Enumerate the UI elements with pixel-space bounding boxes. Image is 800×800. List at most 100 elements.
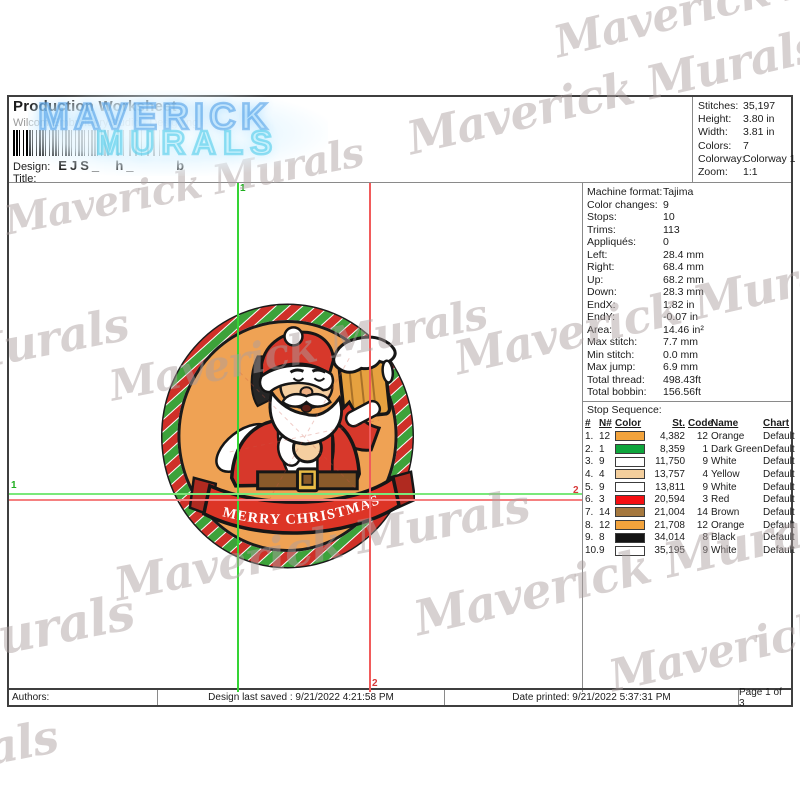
stat-value: 3.80 in: [743, 113, 775, 126]
stop-name: Dark Green: [711, 443, 763, 455]
detail-label: Left:: [587, 248, 608, 261]
stop-num: 10.: [585, 545, 599, 557]
stop-num: 7.: [585, 506, 594, 518]
detail-row: Total bobbin: 156.56ft: [587, 386, 791, 399]
detail-label: Area:: [587, 323, 613, 336]
stop-chart: Default: [763, 545, 795, 557]
table-row: 10. 9 35,195 9 White Default: [585, 544, 795, 557]
stop-stitches: 21,004: [654, 506, 685, 518]
stop-color-cell: [615, 506, 650, 519]
santa-hat: [260, 330, 335, 380]
stop-num: 2.: [585, 443, 594, 455]
stop-name: Yellow: [711, 468, 740, 480]
detail-row: Right: 68.4 mm: [587, 261, 791, 274]
detail-value: 6.9 mm: [663, 361, 699, 373]
end-marker-right: 2: [573, 485, 579, 496]
stop-chart: Default: [763, 481, 795, 493]
detail-value: 7.7 mm: [663, 336, 699, 348]
stat-label: Height:: [698, 113, 732, 126]
start-marker-top: 1: [240, 183, 246, 194]
stat-row: Zoom: 1:1: [698, 166, 791, 179]
table-row: 9. 8 34,014 8 Black Default: [585, 532, 795, 545]
detail-value: 0: [663, 236, 669, 248]
color-swatch: [615, 444, 645, 455]
detail-row: Area: 14.46 in²: [587, 324, 791, 337]
stop-code: 12: [696, 430, 708, 442]
barcode-segment: [13, 130, 109, 156]
detail-row: Stops: 10: [587, 211, 791, 224]
design-barcode: [13, 130, 161, 156]
stop-stitches: 13,811: [655, 481, 685, 493]
stop-color-cell: [615, 468, 650, 481]
detail-label: Machine format:: [587, 186, 663, 198]
stop-stitches: 11,750: [655, 456, 685, 468]
detail-value: 14.46 in²: [663, 323, 704, 336]
table-row: 7. 14 21,004 14 Brown Default: [585, 506, 795, 519]
detail-row: Left: 28.4 mm: [587, 249, 791, 262]
detail-label: Right:: [587, 261, 615, 273]
stop-color-cell: [615, 455, 650, 468]
stat-value: 35,197: [743, 100, 776, 112]
stop-name: Black: [711, 532, 736, 544]
detail-row: Appliqués: 0: [587, 236, 791, 249]
color-swatch: [615, 507, 645, 518]
detail-label: EndY:: [587, 311, 616, 323]
table-row: 6. 3 20,594 3 Red Default: [585, 493, 795, 506]
detail-label: Color changes:: [587, 198, 658, 211]
worksheet-header: Production Worksheet Wilcom EmbroiderySt…: [9, 97, 796, 185]
stitch-run-guides: [229, 358, 380, 517]
title-row: Title:: [13, 173, 36, 185]
stop-num: 3.: [585, 456, 594, 468]
hat-fur-band: [258, 364, 335, 394]
detail-label: Total thread:: [587, 373, 645, 386]
stop-code: 4: [702, 468, 708, 480]
detail-value: 28.3 mm: [663, 286, 704, 298]
color-swatch: [615, 456, 645, 467]
barcode-segment: [117, 130, 161, 156]
stop-stitches: 4,382: [659, 430, 685, 442]
design-name-value: EJS_ h_ b: [58, 158, 188, 173]
detail-value: 1.82 in: [663, 298, 695, 311]
table-row: 2. 1 8,359 1 Dark Green Default: [585, 443, 795, 456]
stop-needle: 1: [599, 443, 605, 455]
end-marker-bottom: 2: [372, 678, 378, 689]
stop-code: 14: [696, 506, 708, 518]
stop-needle: 14: [599, 506, 611, 518]
stop-code: 12: [696, 519, 708, 531]
stop-name: Brown: [711, 506, 740, 518]
detail-value: 9: [663, 198, 669, 211]
stop-column-header: N#: [599, 418, 612, 429]
stop-color-cell: [615, 481, 650, 494]
stop-stitches: 13,757: [654, 468, 685, 480]
stat-value: 1:1: [743, 165, 758, 178]
footer-last-saved: Design last saved : 9/21/2022 4:21:58 PM: [157, 690, 444, 705]
details-panel: Machine format: Tajima Color changes: 9 Stop…: [582, 183, 795, 692]
summary-stats-box: Stitches: 35,197 Height: 3.80 in Width: 3.81 …: [692, 97, 796, 182]
stop-name: White: [711, 545, 737, 557]
stop-column-header: #: [585, 418, 591, 429]
detail-row: Machine format: Tajima: [587, 186, 791, 199]
stop-needle: 12: [599, 430, 611, 442]
detail-label: Stops:: [587, 211, 617, 223]
santa-design-svg: MERRY CHRISTMAS: [160, 303, 417, 569]
stop-chart: Default: [763, 468, 795, 480]
santa-figure: [215, 326, 397, 517]
stop-code: 3: [702, 494, 708, 506]
stop-column-header: Color: [615, 418, 642, 429]
stop-num: 9.: [585, 532, 594, 544]
color-swatch: [615, 520, 645, 531]
stop-num: 1.: [585, 430, 594, 442]
stop-name: White: [711, 481, 737, 493]
detail-row: Trims: 113: [587, 224, 791, 237]
detail-label: Total bobbin:: [587, 386, 647, 398]
stop-table-header: # N# Color St. Code Name Chart: [585, 418, 790, 430]
detail-label: Max stitch:: [587, 336, 638, 348]
stop-needle: 12: [599, 519, 611, 531]
table-row: 3. 9 11,750 9 White Default: [585, 455, 795, 468]
guide-horizontal-red: [9, 499, 582, 501]
color-swatch: [615, 469, 645, 480]
script-watermark: als: [0, 709, 63, 776]
detail-value: 113: [663, 223, 680, 236]
footer-date-printed: Date printed: 9/21/2022 5:37:31 PM: [444, 690, 738, 705]
detail-row: Total thread: 498.43ft: [587, 374, 791, 387]
